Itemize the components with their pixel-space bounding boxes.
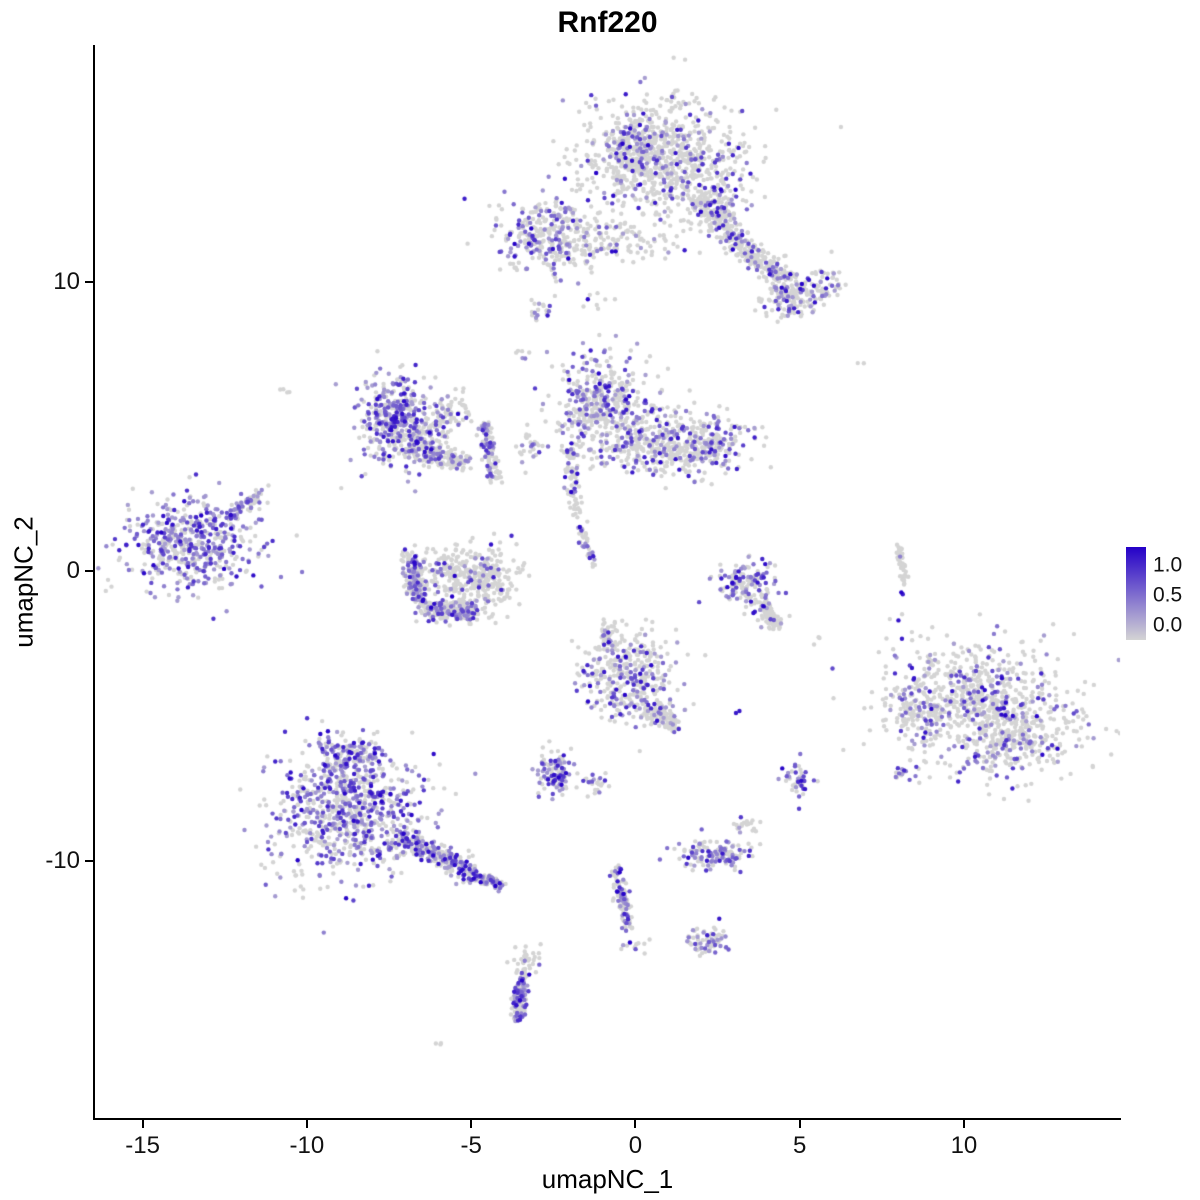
colorbar-gradient	[1126, 547, 1146, 640]
x-tick-mark	[305, 1120, 308, 1128]
legend-tick-label: 0.0	[1153, 613, 1183, 637]
colorbar-legend: 1.0 0.5 0.0	[1126, 547, 1196, 642]
x-tick-mark	[634, 1120, 637, 1128]
legend-tick-label: 0.5	[1153, 583, 1183, 607]
x-tick-mark	[141, 1120, 144, 1128]
y-tick-mark	[85, 281, 93, 284]
y-axis-label: umapNC_2	[8, 516, 39, 648]
x-tick-label: -10	[289, 1132, 325, 1159]
x-axis-label: umapNC_1	[541, 1164, 674, 1194]
y-tick-label: 10	[53, 268, 80, 296]
x-tick-mark	[962, 1120, 965, 1128]
x-tick-label: 10	[950, 1132, 978, 1159]
x-tick-label: 0	[628, 1132, 643, 1159]
legend-tick-label: 1.0	[1153, 553, 1183, 577]
x-tick-label: -15	[125, 1132, 160, 1159]
x-tick-mark	[798, 1120, 801, 1128]
x-tick-mark	[470, 1120, 473, 1128]
y-tick-label: -10	[45, 846, 80, 874]
x-tick-label: -5	[460, 1132, 482, 1159]
x-tick-label: 5	[793, 1132, 807, 1159]
y-tick-mark	[85, 570, 93, 573]
y-axis-line	[93, 45, 95, 1120]
y-tick-label: 0	[66, 557, 80, 585]
y-tick-mark	[85, 859, 93, 862]
x-axis-line	[93, 1118, 1121, 1120]
